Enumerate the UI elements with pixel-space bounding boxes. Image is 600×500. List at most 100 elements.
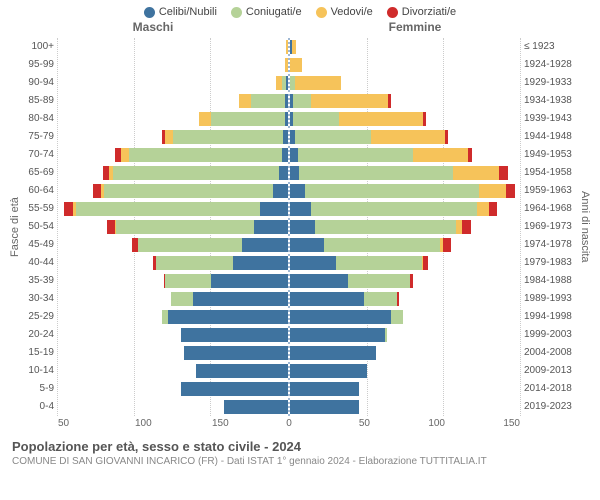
bar-segment xyxy=(290,400,359,414)
bar-segment xyxy=(443,238,451,252)
y-axis-label-left: Fasce di età xyxy=(8,38,24,416)
bar-row-male xyxy=(58,362,288,380)
bar-segment xyxy=(290,202,311,216)
age-label: 30-34 xyxy=(24,290,54,308)
chart-subtitle: COMUNE DI SAN GIOVANNI INCARICO (FR) - D… xyxy=(12,456,592,467)
bar-segment xyxy=(242,238,288,252)
bar-segment xyxy=(181,382,288,396)
bar-segment xyxy=(489,202,497,216)
bar-segment xyxy=(138,238,242,252)
bar-segment xyxy=(184,346,288,360)
bar-segment xyxy=(199,112,211,126)
birth-label: 1984-1988 xyxy=(524,272,576,290)
bar-segment xyxy=(286,76,288,90)
age-label: 5-9 xyxy=(24,380,54,398)
bar-segment xyxy=(165,130,173,144)
legend-item: Coniugati/e xyxy=(231,6,302,18)
bar-segment xyxy=(168,310,288,324)
bar-segment xyxy=(339,112,423,126)
bar-segment xyxy=(290,220,315,234)
age-label: 100+ xyxy=(24,38,54,56)
header-female: Femmine xyxy=(370,20,520,34)
bar-segment xyxy=(292,40,297,54)
bar-segment xyxy=(391,310,403,324)
bar-row-male xyxy=(58,92,288,110)
bar-row-male xyxy=(58,164,288,182)
bar-segment xyxy=(211,112,285,126)
bar-row-female xyxy=(290,146,520,164)
bar-segment xyxy=(165,274,211,288)
x-tick: 100 xyxy=(370,418,445,429)
bar-row-female xyxy=(290,164,520,182)
bar-segment xyxy=(290,184,305,198)
age-label: 0-4 xyxy=(24,398,54,416)
age-label: 65-69 xyxy=(24,164,54,182)
legend-swatch xyxy=(144,7,155,18)
x-tick: 150 xyxy=(212,418,289,429)
birth-label: 2019-2023 xyxy=(524,398,576,416)
bar-segment xyxy=(385,328,387,342)
bar-row-male xyxy=(58,326,288,344)
bar-segment xyxy=(290,382,359,396)
bar-segment xyxy=(423,112,426,126)
bar-row-female xyxy=(290,326,520,344)
bar-segment xyxy=(410,274,413,288)
age-label: 95-99 xyxy=(24,56,54,74)
birth-label: 1959-1963 xyxy=(524,182,576,200)
bar-segment xyxy=(315,220,456,234)
birth-label: 1929-1933 xyxy=(524,74,576,92)
bar-segment xyxy=(364,292,398,306)
bar-segment xyxy=(413,148,468,162)
legend-label: Celibi/Nubili xyxy=(159,6,217,18)
bar-row-male xyxy=(58,200,288,218)
bars-female xyxy=(288,38,520,416)
bar-segment xyxy=(423,256,428,270)
population-pyramid-chart: Celibi/Nubili Coniugati/e Vedovi/e Divorzia… xyxy=(0,0,600,471)
birth-label: 1999-2003 xyxy=(524,326,576,344)
bar-row-male xyxy=(58,182,288,200)
bar-segment xyxy=(285,94,288,108)
age-label: 55-59 xyxy=(24,200,54,218)
age-label: 70-74 xyxy=(24,146,54,164)
bar-segment xyxy=(293,112,339,126)
bar-segment xyxy=(477,202,489,216)
bar-row-female xyxy=(290,128,520,146)
bar-segment xyxy=(290,292,364,306)
bar-segment xyxy=(506,184,515,198)
age-labels: 100+95-9990-9485-8980-8475-7970-7465-696… xyxy=(24,38,58,416)
bar-row-male xyxy=(58,290,288,308)
bar-segment xyxy=(290,364,367,378)
bar-segment xyxy=(104,184,273,198)
age-label: 45-49 xyxy=(24,236,54,254)
bar-row-male xyxy=(58,146,288,164)
bar-row-female xyxy=(290,236,520,254)
bar-row-male xyxy=(58,38,288,56)
birth-label: 1939-1943 xyxy=(524,110,576,128)
bar-row-male xyxy=(58,218,288,236)
bar-row-female xyxy=(290,290,520,308)
bar-segment xyxy=(311,202,477,216)
birth-labels: ≤ 19231924-19281929-19331934-19381939-19… xyxy=(520,38,576,416)
bar-segment xyxy=(371,130,445,144)
bar-row-male xyxy=(58,380,288,398)
bar-segment xyxy=(279,166,288,180)
x-tick: 150 xyxy=(445,418,520,429)
legend: Celibi/Nubili Coniugati/e Vedovi/e Divorzia… xyxy=(8,6,592,18)
bar-row-female xyxy=(290,254,520,272)
bar-segment xyxy=(298,148,413,162)
bar-segment xyxy=(113,166,279,180)
bar-segment xyxy=(445,130,448,144)
birth-label: ≤ 1923 xyxy=(524,38,576,56)
bar-segment xyxy=(462,220,471,234)
legend-label: Divorziati/e xyxy=(402,6,456,18)
bar-row-female xyxy=(290,56,520,74)
column-headers: Maschi Femmine xyxy=(8,20,592,34)
age-label: 35-39 xyxy=(24,272,54,290)
bar-row-male xyxy=(58,254,288,272)
bar-row-female xyxy=(290,38,520,56)
legend-label: Vedovi/e xyxy=(331,6,373,18)
bar-segment xyxy=(76,202,260,216)
bar-segment xyxy=(233,256,288,270)
bar-row-female xyxy=(290,344,520,362)
birth-label: 1979-1983 xyxy=(524,254,576,272)
